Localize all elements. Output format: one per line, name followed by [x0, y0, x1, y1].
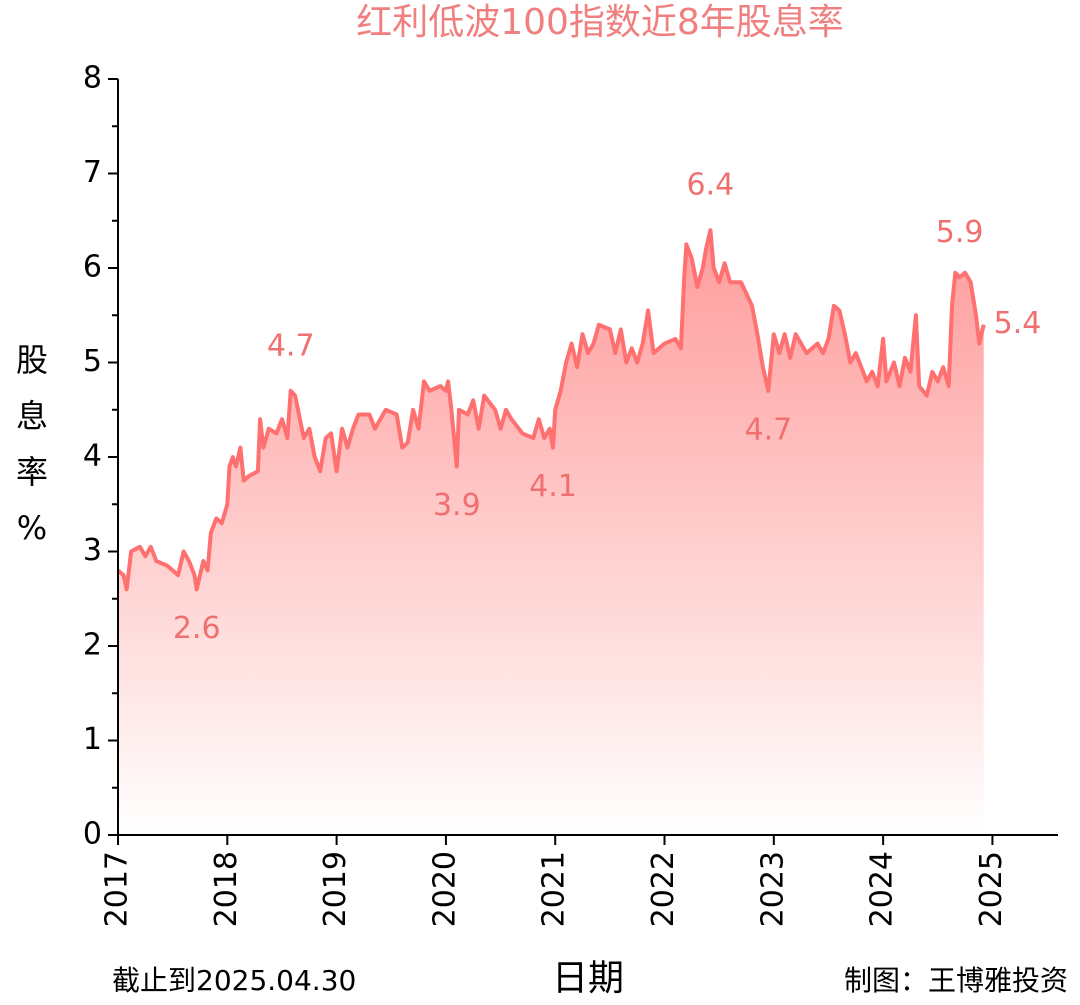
y-tick-label: 0: [83, 817, 102, 852]
area: [118, 230, 984, 835]
y-tick-label: 7: [83, 155, 102, 190]
x-tick-label: 2023: [755, 851, 790, 927]
x-tick-label: 2017: [100, 851, 135, 927]
x-tick-label: 2022: [646, 851, 681, 927]
y-tick-label: 1: [83, 722, 102, 757]
x-tick-label: 2021: [537, 851, 572, 927]
x-tick-label: 2020: [427, 851, 462, 927]
x-tick-label: 2018: [209, 851, 244, 927]
y-tick-label: 2: [83, 628, 102, 663]
y-tick-label: 6: [83, 250, 102, 285]
footnote-left: 截止到2025.04.30: [112, 964, 356, 997]
annotation: 5.9: [936, 215, 984, 250]
x-tick-label: 2024: [865, 851, 900, 927]
annotation: 5.4: [994, 306, 1042, 341]
line: [116, 228, 986, 592]
annotation: 6.4: [687, 168, 735, 203]
annotation: 4.7: [267, 328, 315, 363]
annotation: 4.1: [529, 469, 577, 504]
chart-title: 红利低波100指数近8年股息率: [356, 2, 844, 43]
x-axis-label: 日期: [552, 958, 624, 999]
y-tick-label: 4: [83, 439, 102, 474]
x-tick-label: 2025: [974, 851, 1009, 927]
y-tick-label: 3: [83, 533, 102, 568]
annotation: 3.9: [433, 488, 481, 523]
annotation: 2.6: [173, 611, 221, 646]
y-tick-label: 5: [83, 344, 102, 379]
y-axis-label: 股息率%: [16, 341, 48, 547]
y-tick-label: 8: [83, 61, 102, 96]
footnote-right: 制图：王博雅投资: [844, 964, 1068, 997]
x-tick-label: 2019: [318, 851, 353, 927]
annotation: 4.7: [744, 412, 792, 447]
